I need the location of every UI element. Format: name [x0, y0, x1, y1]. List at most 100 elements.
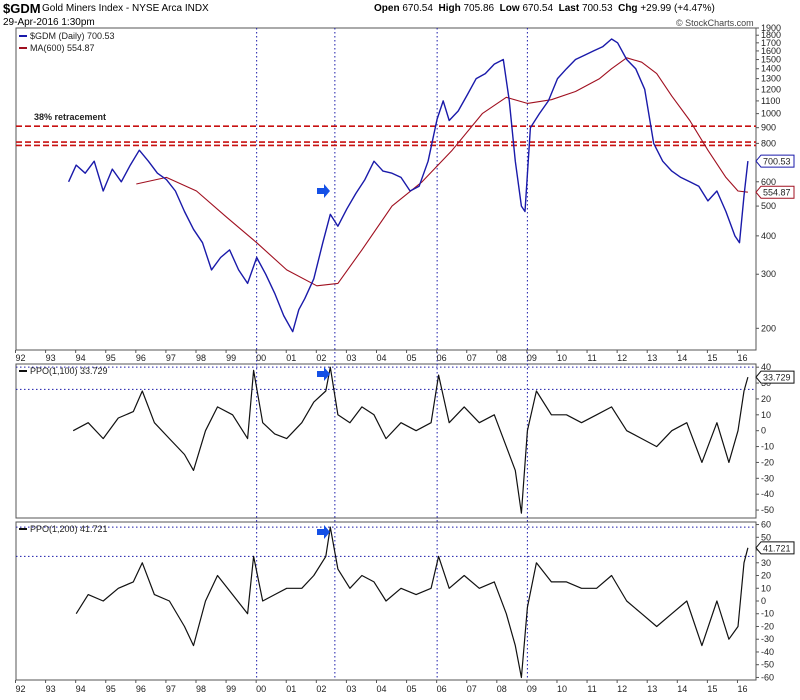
osc2-arrow-marker	[317, 525, 330, 539]
x-tick-label: 13	[647, 353, 657, 363]
x-tick-label: 03	[346, 684, 356, 694]
osc2-ytick-label: -10	[761, 609, 774, 619]
price-ytick-label: 600	[761, 177, 776, 187]
x-tick-label: 04	[376, 684, 386, 694]
ohlc-readout: Open 670.54 High 705.86 Low 670.54 Last …	[374, 3, 715, 14]
price-arrow-marker	[317, 184, 330, 198]
x-tick-label: 09	[527, 353, 537, 363]
osc2-ytick-label: -40	[761, 647, 774, 657]
x-tick-label: 94	[76, 684, 86, 694]
osc1-ytick-label: -20	[761, 457, 774, 467]
chart-instrument-name: Gold Miners Index - NYSE Arca INDX	[42, 3, 209, 14]
x-tick-label: 00	[256, 684, 266, 694]
x-tick-label: 10	[557, 684, 567, 694]
panel-frame-1	[15, 27, 757, 351]
price-line	[67, 38, 749, 333]
x-tick-label: 97	[166, 684, 176, 694]
price-ytick-label: 1400	[761, 64, 781, 74]
x-tick-label: 05	[407, 684, 417, 694]
price-ytick-label: 1500	[761, 55, 781, 65]
x-tick-label: 06	[437, 684, 447, 694]
open-value: 670.54	[402, 3, 433, 14]
x-tick-label: 07	[467, 684, 477, 694]
osc2-ytick-label: -30	[761, 634, 774, 644]
osc1-ytick-label: 10	[761, 410, 771, 420]
x-tick-label: 01	[286, 684, 296, 694]
watermark: © StockCharts.com	[676, 18, 754, 28]
osc2-ytick-label: 10	[761, 583, 771, 593]
osc1-ytick-label: 0	[761, 426, 766, 436]
x-tick-label: 92	[16, 353, 26, 363]
price-ytick-label: 1300	[761, 74, 781, 84]
x-tick-label: 96	[136, 684, 146, 694]
osc1-ytick-label: 20	[761, 394, 771, 404]
x-tick-label: 12	[617, 353, 627, 363]
osc2-ytick-label: 30	[761, 558, 771, 568]
panel-frame-2	[15, 363, 757, 519]
x-tick-label: 00	[256, 353, 266, 363]
osc2-ytick-label: 20	[761, 571, 771, 581]
x-tick-label: 98	[196, 684, 206, 694]
x-tick-label: 15	[707, 684, 717, 694]
osc1-arrow-marker	[317, 367, 330, 381]
x-tick-label: 08	[497, 353, 507, 363]
x-tick-label: 99	[226, 684, 236, 694]
high-label: High	[438, 3, 461, 14]
x-tick-label: 03	[346, 353, 356, 363]
ma-value-tag: 554.87	[763, 188, 791, 198]
chart-symbol: $GDM	[3, 1, 41, 16]
osc1-value-tag: 33.729	[763, 373, 791, 383]
osc2-ytick-label: -50	[761, 660, 774, 670]
osc1-ytick-label: -30	[761, 473, 774, 483]
chg-value: +29.99 (+4.47%)	[640, 3, 715, 14]
x-tick-label: 92	[16, 684, 26, 694]
price-ytick-label: 1200	[761, 84, 781, 94]
open-label: Open	[374, 3, 400, 14]
x-tick-label: 99	[226, 353, 236, 363]
x-tick-label: 11	[587, 353, 596, 363]
x-tick-label: 16	[737, 684, 747, 694]
osc2-value-tag: 41.721	[763, 543, 791, 553]
price-ytick-label: 1700	[761, 38, 781, 48]
x-tick-label: 93	[46, 353, 56, 363]
x-tick-label: 08	[497, 684, 507, 694]
last-label: Last	[558, 3, 580, 14]
x-tick-label: 93	[46, 684, 56, 694]
low-value: 670.54	[522, 3, 554, 14]
osc1-ytick-label: -10	[761, 442, 774, 452]
price-ytick-label: 500	[761, 201, 776, 211]
price-value-tag-box	[755, 154, 795, 168]
price-ytick-label: 1000	[761, 109, 781, 119]
x-tick-label: 15	[707, 353, 717, 363]
low-label: Low	[499, 3, 520, 14]
x-tick-label: 95	[106, 353, 116, 363]
retracement-annotation: 38% retracement	[34, 112, 106, 122]
last-value: 700.53	[581, 3, 613, 14]
price-legend-label: $GDM (Daily) 700.53	[30, 31, 115, 41]
price-ytick-label: 800	[761, 138, 776, 148]
x-tick-label: 06	[437, 353, 447, 363]
osc2-line	[75, 526, 749, 679]
price-ytick-label: 1800	[761, 30, 781, 40]
osc1-ytick-label: 40	[761, 362, 771, 372]
x-tick-label: 94	[76, 353, 86, 363]
chart-datetime: 29-Apr-2016 1:30pm	[3, 17, 95, 28]
x-tick-label: 97	[166, 353, 176, 363]
x-tick-label: 02	[316, 353, 326, 363]
price-value-tag: 700.53	[763, 157, 791, 167]
x-tick-label: 13	[647, 684, 657, 694]
x-tick-label: 96	[136, 353, 146, 363]
x-tick-label: 16	[737, 353, 747, 363]
osc2-ytick-label: 0	[761, 596, 766, 606]
x-tick-label: 05	[407, 353, 417, 363]
x-tick-label: 09	[527, 684, 537, 694]
price-ytick-label: 200	[761, 323, 776, 333]
osc1-legend-label: PPO(1,100) 33.729	[30, 366, 108, 376]
osc1-ytick-label: -40	[761, 489, 774, 499]
price-ytick-label: 400	[761, 231, 776, 241]
x-tick-label: 01	[286, 353, 296, 363]
osc2-ytick-label: 60	[761, 520, 771, 530]
osc2-legend-label: PPO(1,200) 41.721	[30, 524, 108, 534]
price-ytick-label: 1900	[761, 23, 781, 33]
